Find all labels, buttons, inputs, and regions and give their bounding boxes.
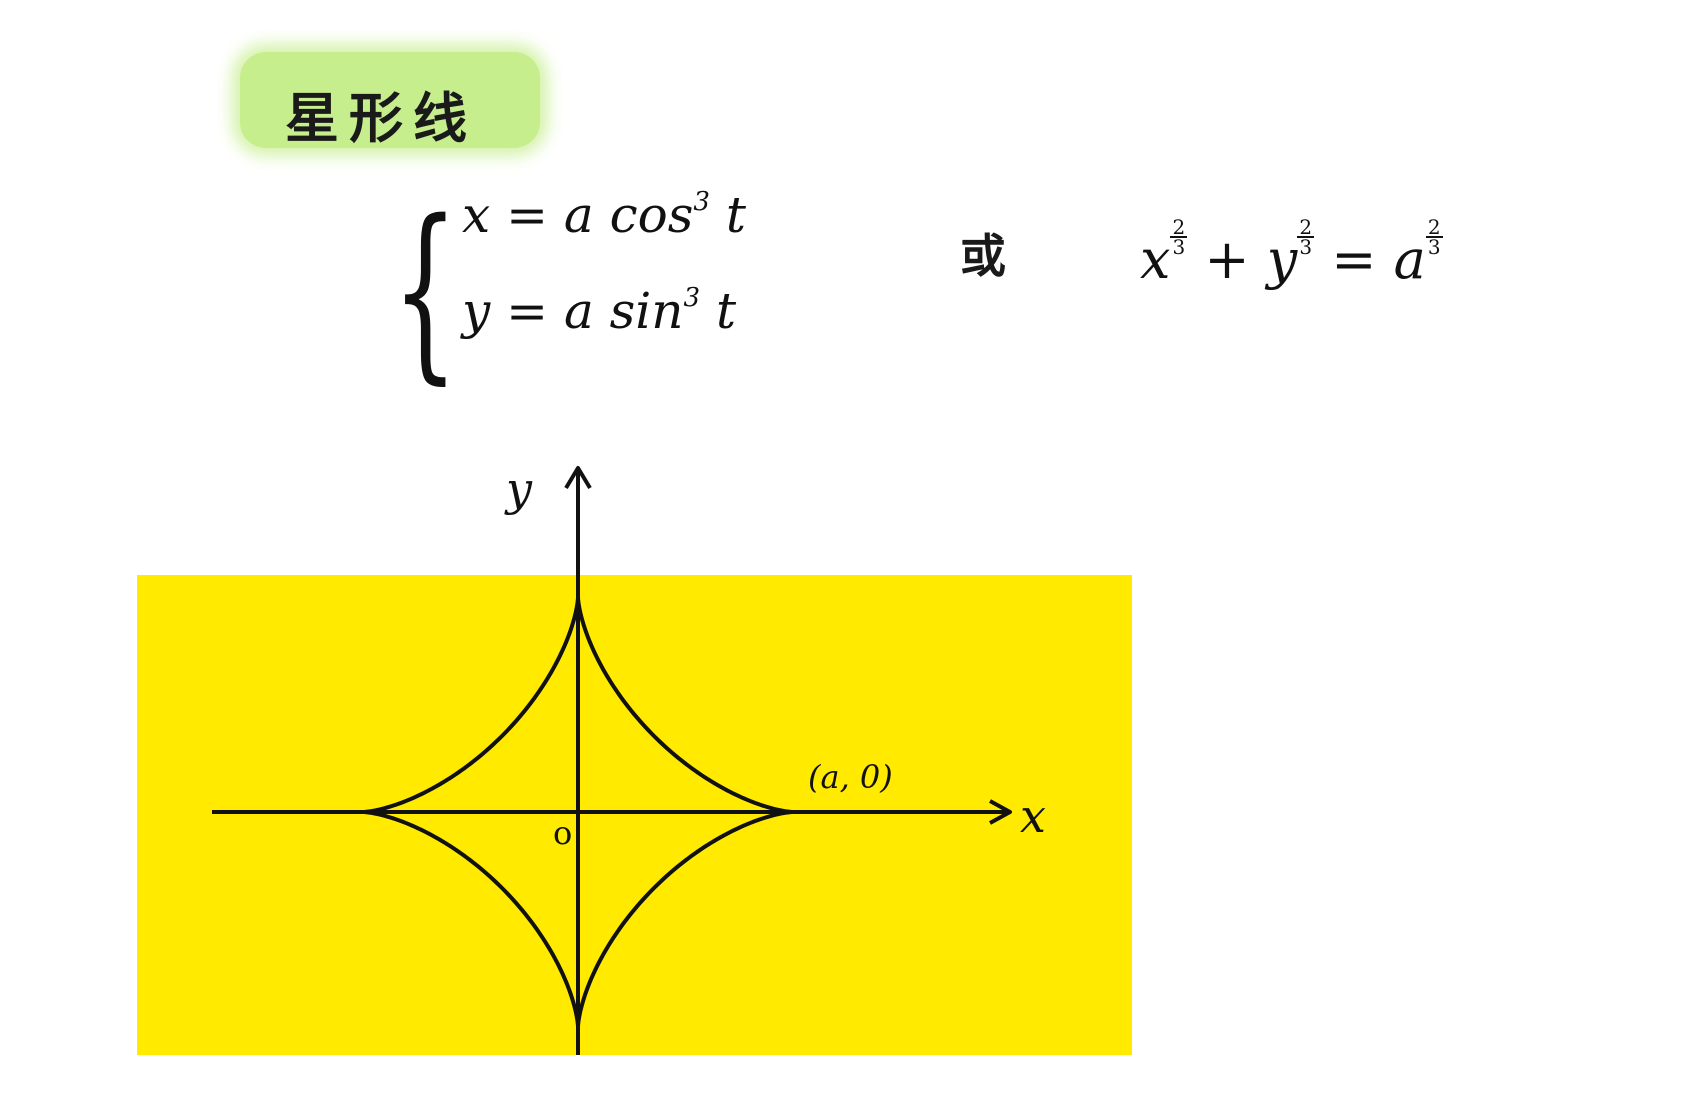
x-axis-arrow-icon xyxy=(989,799,1012,825)
param-y-lhs: y xyxy=(462,282,491,340)
y-axis-label: y xyxy=(504,462,533,516)
cart-x: x xyxy=(1140,228,1171,291)
param-x-var: t xyxy=(725,186,746,244)
origin-label: o xyxy=(553,814,572,852)
x-axis-label: x xyxy=(1020,789,1046,843)
param-y-exponent: 3 xyxy=(683,283,701,313)
cart-y: y xyxy=(1266,228,1298,291)
cart-plus: + xyxy=(1204,228,1250,291)
param-x-rhs: = a cos xyxy=(506,186,694,244)
point-label: (a, 0) xyxy=(808,758,893,796)
connector-or: 或 xyxy=(960,229,1006,283)
param-y-var: t xyxy=(715,282,737,340)
title-highlight xyxy=(240,52,540,148)
param-x-lhs: x xyxy=(462,186,491,244)
param-y-rhs: = a sin xyxy=(506,282,684,340)
parametric-y-equation: y = a sin3 t xyxy=(462,282,736,340)
y-axis-arrow-icon xyxy=(564,466,592,490)
cart-equals: = xyxy=(1331,228,1377,291)
system-brace: { xyxy=(392,180,459,401)
parametric-x-equation: x = a cos3 t xyxy=(462,186,746,244)
page-title: 星形线 xyxy=(285,87,477,150)
param-x-exponent: 3 xyxy=(693,187,710,217)
astroid-curve xyxy=(363,597,793,1027)
highlight-region xyxy=(137,575,1132,1055)
cart-a: a xyxy=(1393,228,1426,291)
